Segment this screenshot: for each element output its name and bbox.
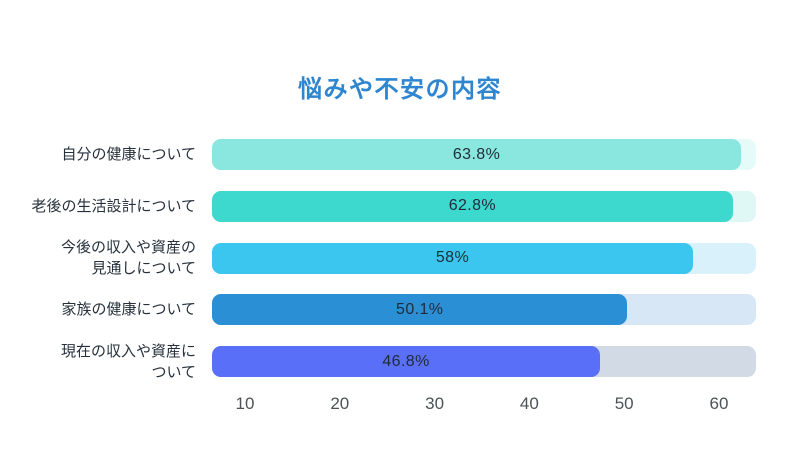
x-axis: 10 20 30 40 50 60 — [212, 394, 756, 416]
value-label: 62.8% — [448, 197, 497, 215]
x-axis-tick: 30 — [425, 394, 445, 413]
value-label: 63.8% — [452, 145, 501, 163]
x-axis-tick: 40 — [519, 394, 539, 413]
category-label: 今後の収入や資産の 見通しについて — [60, 239, 196, 277]
bar: 50.1% — [212, 294, 628, 326]
bar-row-current-income-assets: 現在の収入や資産に ついて 46.8% — [16, 343, 756, 381]
bar: 58% — [212, 242, 693, 274]
bar-row-future-income-outlook: 今後の収入や資産の 見通しについて 58% — [16, 239, 756, 277]
bar: 62.8% — [212, 190, 733, 222]
bar: 46.8% — [212, 346, 601, 377]
bar-chart: 自分の健康について 63.8% 老後の生活設計について 62.8% 今後の収入や… — [16, 139, 756, 398]
x-axis-tick: 10 — [235, 394, 255, 413]
x-axis-tick: 50 — [614, 394, 634, 413]
bar-track: 58% — [212, 242, 756, 274]
category-label: 現在の収入や資産に ついて — [60, 342, 196, 381]
bar-track: 63.8% — [212, 139, 756, 170]
bar-track: 46.8% — [212, 346, 756, 377]
bar-row-retirement-plan: 老後の生活設計について 62.8% — [16, 190, 756, 222]
category-label: 自分の健康について — [61, 146, 196, 163]
x-axis-tick: 20 — [330, 394, 350, 413]
category-label: 老後の生活設計について — [31, 197, 196, 215]
bar-track: 50.1% — [212, 294, 756, 326]
bar-track: 62.8% — [212, 190, 756, 222]
bar: 63.8% — [212, 139, 742, 170]
value-label: 50.1% — [396, 300, 444, 318]
chart-title: 悩みや不安の内容 — [298, 76, 502, 103]
x-axis-tick: 60 — [709, 394, 729, 413]
bar-row-own-health: 自分の健康について 63.8% — [16, 139, 756, 170]
value-label: 58% — [435, 249, 470, 266]
bar-row-family-health: 家族の健康について 50.1% — [16, 294, 756, 326]
category-label: 家族の健康について — [61, 301, 196, 319]
value-label: 46.8% — [382, 352, 430, 370]
